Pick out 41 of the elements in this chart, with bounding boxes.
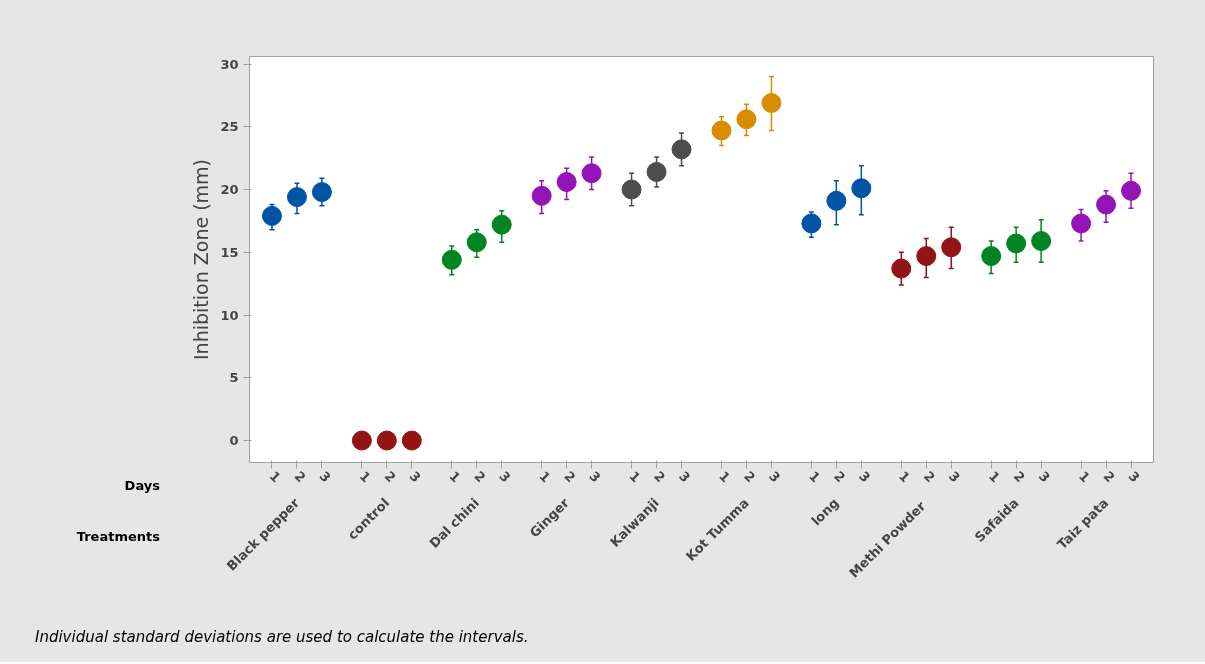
x-tick-label: 3 (856, 468, 874, 486)
x-tick-label: 3 (1035, 468, 1053, 486)
y-tick-label: 15 (220, 244, 239, 260)
x-tick-label: 1 (356, 468, 374, 486)
x-tick-label: 1 (446, 468, 464, 486)
x-tick-label: 1 (895, 468, 913, 486)
x-tick-label: 3 (586, 468, 604, 486)
y-tick-label: 0 (229, 433, 239, 449)
x-tick-label: 2 (741, 468, 759, 486)
x-tick-label: 1 (716, 468, 734, 486)
x-tick-label: 1 (626, 468, 644, 486)
x-tick-label: 2 (1100, 468, 1118, 486)
x-tick-label: 2 (920, 468, 938, 486)
y-tick-label: 30 (220, 56, 239, 72)
x-tick-label: 1 (266, 468, 284, 486)
text: Treatments (76, 528, 160, 546)
x-tick-label: 3 (406, 468, 424, 486)
x-tick-label: 1 (1075, 468, 1093, 486)
x-tick-label: 2 (471, 468, 489, 486)
x-tick-label: 2 (291, 468, 309, 486)
x-tick-label: 2 (831, 468, 849, 486)
x-tick-label: 3 (496, 468, 514, 486)
x-axis-title: Days (124, 477, 160, 495)
y-tick-label: 20 (220, 182, 239, 198)
x-tick-label: 2 (561, 468, 579, 486)
x-tick-label: 3 (316, 468, 334, 486)
x-tick-label: 1 (985, 468, 1003, 486)
x-tick-label: 2 (381, 468, 399, 486)
text: Individual standard deviations are used to calculate the intervals. (35, 627, 529, 648)
y-tick-label: 10 (220, 307, 239, 323)
y-tick-label: 25 (220, 119, 239, 135)
x-tick-label: 3 (676, 468, 694, 486)
x-tick-label: 2 (1010, 468, 1028, 486)
y-tick-label: 5 (229, 370, 239, 386)
x-tick-label: 1 (806, 468, 824, 486)
x-tick-label: 3 (945, 468, 963, 486)
x-tick-label: 3 (1125, 468, 1143, 486)
x-tick-label: 2 (651, 468, 669, 486)
x-tick-label: 1 (536, 468, 554, 486)
y-axis-title: Inhibition Zone (mm) (190, 159, 213, 360)
x-tick-label: 3 (766, 468, 784, 486)
